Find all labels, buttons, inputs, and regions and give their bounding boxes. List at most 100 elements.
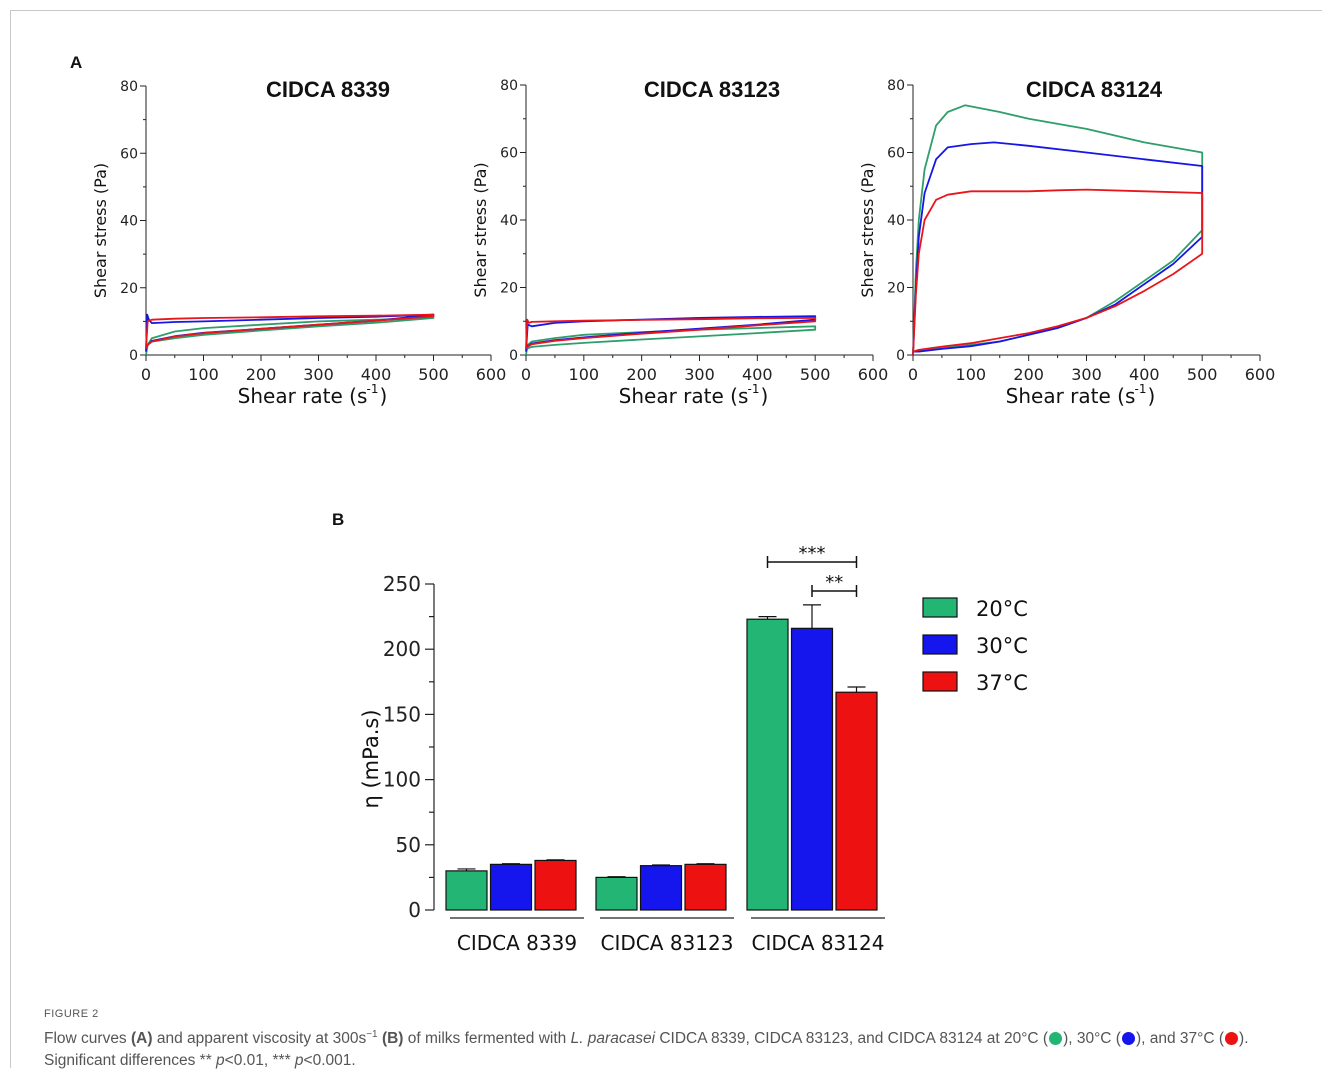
y-tick-label: 250 <box>383 572 421 596</box>
y-tick-label: 150 <box>383 702 421 726</box>
flow-chart-3: 0 20 40 60 80 0 100 200 300 400 500 600 CIDCA 83124 S… <box>858 77 1275 408</box>
caption-text: Flow curves (A) and apparent viscosity a… <box>44 1024 1304 1072</box>
x-tick-label: 0 <box>521 365 531 384</box>
x-tick-label: 400 <box>361 365 392 384</box>
x-tick-label: 600 <box>1245 365 1276 384</box>
x-tick-label: 300 <box>684 365 715 384</box>
x-axis-label-superscript: -1 <box>748 382 760 396</box>
legend-swatch <box>922 634 958 655</box>
figure-caption: FIGURE 2 Flow curves (A) and apparent vi… <box>44 1008 1304 1072</box>
bar <box>489 863 533 911</box>
x-tick-label: 0 <box>908 365 918 384</box>
series-line-1 <box>912 104 1204 356</box>
category-label: CIDCA 83124 <box>752 931 885 955</box>
bar <box>595 876 638 911</box>
caption-t2: and apparent viscosity at 300s <box>152 1030 367 1048</box>
x-axis-label-close: ) <box>761 384 769 408</box>
y-tick-label: 50 <box>396 833 421 857</box>
y-axis-label: Shear stress (Pa) <box>471 162 490 297</box>
x-tick-label: 100 <box>188 365 219 384</box>
flow-chart-2: 0 20 40 60 80 0 100 200 300 400 500 600 CIDCA 83123 S… <box>471 77 888 408</box>
caption-ref-a: (A) <box>131 1030 153 1048</box>
flow-chart-1: 0 20 40 60 80 0 100 200 300 400 500 600 CIDCA 8339 Sh… <box>91 77 506 408</box>
x-tick-label: 400 <box>1129 365 1160 384</box>
figure-border-top <box>10 10 1322 11</box>
bar <box>746 618 789 911</box>
significance-label: *** <box>799 543 826 564</box>
red-dot-icon <box>1225 1032 1239 1046</box>
x-tick-label: 600 <box>476 365 507 384</box>
caption-species: L. paracasei <box>570 1030 656 1048</box>
legend-label: 20°C <box>976 597 1028 621</box>
y-tick-label: 80 <box>500 78 518 94</box>
x-tick-label: 100 <box>569 365 600 384</box>
bar-chart: 0 50 100 150 200 250 η (mPa.s) CIDCA 8339 CIDCA … <box>359 543 1028 955</box>
y-tick-label: 20 <box>120 281 138 297</box>
caption-p1: p <box>216 1052 225 1070</box>
y-axis-label: Shear stress (Pa) <box>858 162 877 297</box>
y-tick-label: 60 <box>887 146 905 162</box>
caption-sup: −1 <box>366 1029 378 1040</box>
legend-swatch <box>922 671 958 692</box>
y-tick-label: 0 <box>896 348 905 364</box>
series-line-3 <box>525 316 817 349</box>
x-axis-label: Shear rate (s <box>619 384 749 408</box>
x-tick-label: 400 <box>742 365 773 384</box>
caption-t7: ), and 37°C ( <box>1135 1030 1225 1048</box>
chart-title: CIDCA 8339 <box>266 77 390 102</box>
y-tick-label: 60 <box>500 146 518 162</box>
caption-t6: ), 30°C ( <box>1063 1030 1121 1048</box>
category-label: CIDCA 83123 <box>601 931 734 955</box>
bar <box>639 865 683 911</box>
green-dot-icon <box>1049 1032 1063 1046</box>
significance-label: ** <box>825 572 843 593</box>
legend-label: 30°C <box>976 634 1028 658</box>
series-line-3 <box>145 313 435 349</box>
y-tick-label: 40 <box>120 214 138 230</box>
legend-swatch <box>922 597 958 618</box>
y-tick-label: 80 <box>887 78 905 94</box>
chart-title: CIDCA 83123 <box>644 77 780 102</box>
panel-label-b: B <box>332 510 344 529</box>
x-tick-label: 300 <box>303 365 334 384</box>
figure-border-left <box>10 10 11 1068</box>
x-tick-label: 200 <box>626 365 657 384</box>
caption-p2: p <box>294 1052 304 1070</box>
y-tick-label: 0 <box>129 348 138 364</box>
y-tick-label: 40 <box>887 213 905 229</box>
x-tick-label: 200 <box>246 365 277 384</box>
y-tick-label: 40 <box>500 213 518 229</box>
x-tick-label: 600 <box>858 365 889 384</box>
y-tick-label: 0 <box>408 898 421 922</box>
y-axis-label: η (mPa.s) <box>359 709 383 808</box>
series-line-3 <box>912 188 1204 356</box>
y-tick-label: 60 <box>120 146 138 162</box>
y-tick-label: 80 <box>120 79 138 95</box>
y-tick-label: 100 <box>383 768 421 792</box>
bar <box>684 863 727 911</box>
panel-label-a: A <box>70 53 82 72</box>
figure-label: FIGURE 2 <box>44 1008 99 1020</box>
x-tick-label: 200 <box>1013 365 1044 384</box>
y-tick-label: 200 <box>383 637 421 661</box>
caption-ref-b: (B) <box>381 1030 404 1048</box>
chart-title: CIDCA 83124 <box>1026 77 1163 102</box>
x-tick-label: 500 <box>1187 365 1218 384</box>
caption-t8: ). Significant differences ** <box>44 1030 1249 1070</box>
y-tick-label: 0 <box>509 348 518 364</box>
caption-t9: <0.01, *** <box>224 1052 295 1070</box>
caption-t10: <0.001. <box>303 1052 356 1070</box>
x-tick-label: 500 <box>800 365 831 384</box>
x-tick-label: 300 <box>1071 365 1102 384</box>
x-axis-label-close: ) <box>1148 384 1156 408</box>
y-axis-label: Shear stress (Pa) <box>91 163 110 298</box>
x-axis-label-superscript: -1 <box>367 382 379 396</box>
x-axis-label: Shear rate (s <box>1006 384 1136 408</box>
caption-t4: of milks fermented with <box>403 1030 571 1048</box>
blue-dot-icon <box>1121 1032 1135 1046</box>
x-tick-label: 100 <box>956 365 987 384</box>
bar <box>790 627 834 911</box>
series-line-1 <box>525 325 817 356</box>
